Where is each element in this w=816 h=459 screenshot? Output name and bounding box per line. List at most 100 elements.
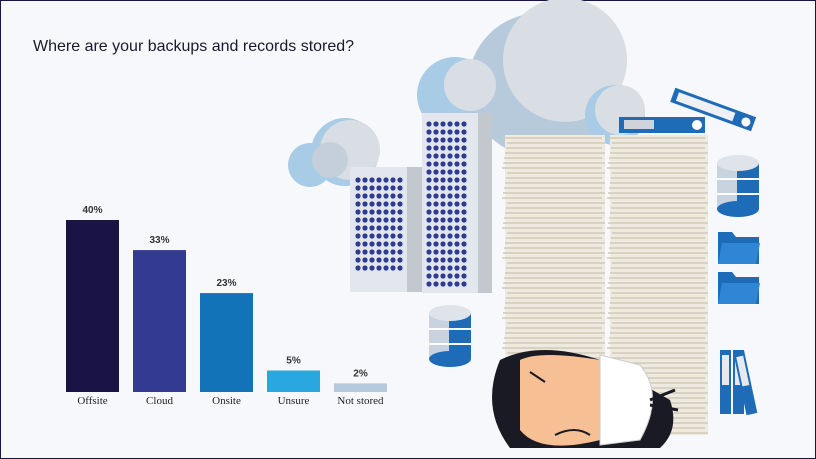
server-light — [426, 137, 432, 143]
server-light — [383, 193, 389, 199]
server-light — [390, 185, 396, 191]
server-light — [454, 265, 460, 271]
server-light — [369, 201, 375, 207]
server-light — [454, 209, 460, 215]
server-light — [355, 225, 361, 231]
server-light — [447, 217, 453, 223]
server-light — [440, 273, 446, 279]
server-light — [383, 201, 389, 207]
server-light — [390, 201, 396, 207]
server-light — [362, 185, 368, 191]
server-light — [369, 185, 375, 191]
server-light — [390, 209, 396, 215]
server-light — [426, 145, 432, 151]
server-light — [390, 233, 396, 239]
server-light — [390, 241, 396, 247]
server-light — [461, 193, 467, 199]
server-light — [454, 193, 460, 199]
server-light — [369, 217, 375, 223]
server-light — [440, 217, 446, 223]
server-light — [397, 201, 403, 207]
server-light — [383, 177, 389, 183]
category-label: Onsite — [212, 395, 241, 407]
server-light — [369, 193, 375, 199]
server-light — [390, 177, 396, 183]
server-light — [447, 201, 453, 207]
server-light — [440, 249, 446, 255]
server-light — [426, 273, 432, 279]
server-light — [433, 193, 439, 199]
server-light — [461, 233, 467, 239]
server-light — [383, 185, 389, 191]
server-light — [426, 217, 432, 223]
server-light — [355, 265, 361, 271]
server-light — [440, 161, 446, 167]
server-light — [369, 257, 375, 263]
server-light — [390, 193, 396, 199]
server-light — [383, 265, 389, 271]
server-light — [426, 193, 432, 199]
server-light — [426, 209, 432, 215]
server-light — [397, 217, 403, 223]
server-light — [426, 161, 432, 167]
server-light — [447, 185, 453, 191]
server-light — [362, 257, 368, 263]
server-light — [440, 233, 446, 239]
server-light — [355, 185, 361, 191]
server-light — [454, 145, 460, 151]
server-light — [433, 217, 439, 223]
server-light — [461, 177, 467, 183]
server-light — [433, 129, 439, 135]
server-light — [440, 129, 446, 135]
server-light — [454, 281, 460, 287]
server-light — [362, 217, 368, 223]
server-light — [461, 249, 467, 255]
server-light — [426, 185, 432, 191]
server-light — [440, 121, 446, 127]
server-light — [433, 273, 439, 279]
server-light — [355, 241, 361, 247]
server-light — [433, 225, 439, 231]
server-light — [362, 265, 368, 271]
server-light — [383, 241, 389, 247]
server-light — [461, 225, 467, 231]
server-light — [447, 153, 453, 159]
server-light — [461, 217, 467, 223]
server-light — [426, 265, 432, 271]
server-light — [440, 241, 446, 247]
server-light — [426, 225, 432, 231]
binder — [619, 87, 757, 133]
server-light — [454, 249, 460, 255]
chart-title: Where are your backups and records store… — [33, 38, 354, 55]
server-light — [454, 233, 460, 239]
server-light — [454, 201, 460, 207]
server-light — [461, 201, 467, 207]
server-light — [447, 209, 453, 215]
server-light — [433, 137, 439, 143]
server-light — [355, 249, 361, 255]
server-light — [447, 177, 453, 183]
category-label: Offsite — [77, 395, 107, 407]
server-light — [369, 177, 375, 183]
server-light — [440, 137, 446, 143]
server-light — [376, 249, 382, 255]
server-light — [447, 169, 453, 175]
server-light — [355, 193, 361, 199]
server-light — [433, 281, 439, 287]
server-light — [440, 257, 446, 263]
server-light — [447, 257, 453, 263]
server-light — [440, 201, 446, 207]
server-light — [355, 217, 361, 223]
server-light — [362, 209, 368, 215]
server-light — [447, 129, 453, 135]
person — [492, 350, 679, 448]
server-light — [397, 265, 403, 271]
server-light — [376, 201, 382, 207]
server-light — [454, 129, 460, 135]
server-light — [376, 233, 382, 239]
value-label: 5% — [286, 356, 301, 367]
servers — [350, 113, 492, 293]
value-label: 23% — [216, 278, 236, 289]
bar — [334, 383, 387, 392]
server-light — [376, 185, 382, 191]
